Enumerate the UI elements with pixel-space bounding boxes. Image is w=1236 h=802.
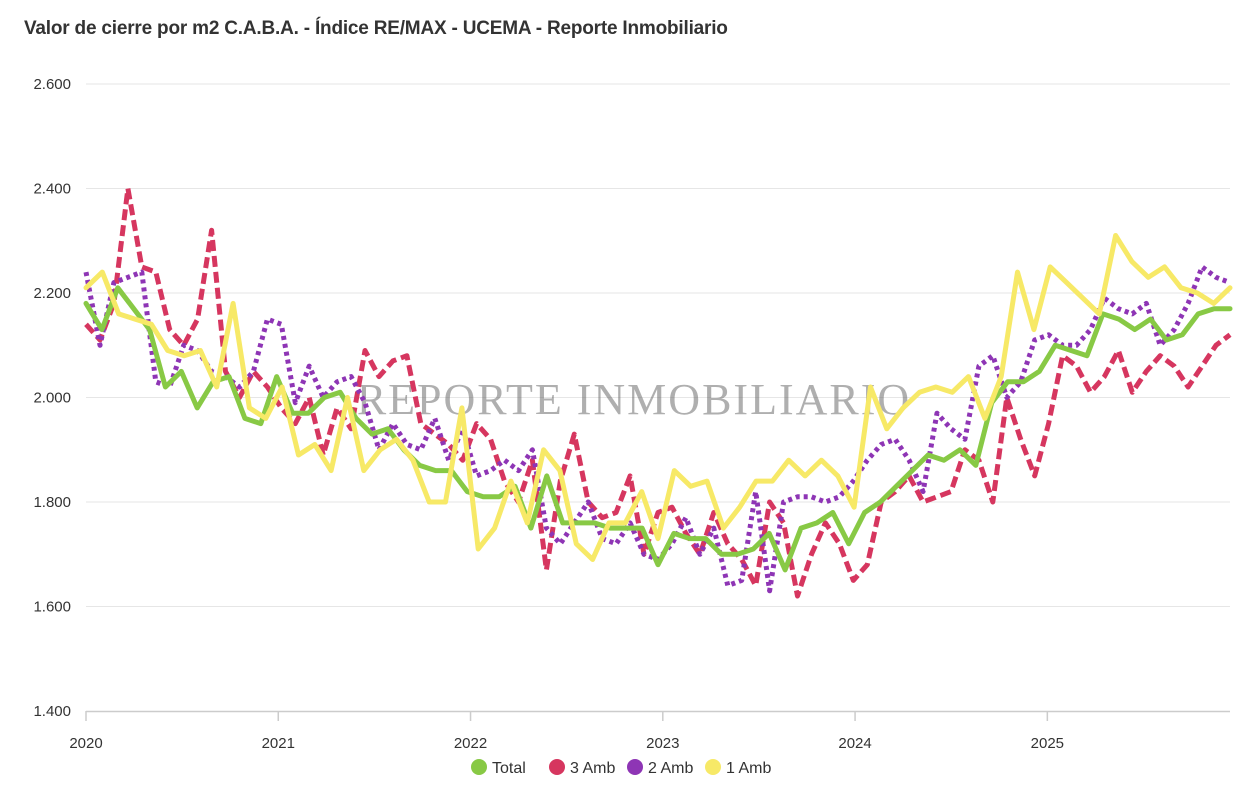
legend-marker [627,759,643,775]
y-tick-label: 2.000 [33,390,71,407]
y-axis-ticks: 1.400 1.600 1.800 2.000 2.200 2.400 2.600 [33,76,71,720]
legend-label: 2 Amb [648,760,693,777]
chart-title: Valor de cierre por m2 C.A.B.A. - Índice… [24,18,728,39]
x-tick-label: 2020 [69,735,102,752]
legend-label: 3 Amb [570,760,615,777]
legend-marker [705,759,721,775]
gridlines [86,83,1230,607]
legend-item-2-amb[interactable]: 2 Amb [627,759,693,777]
y-tick-label: 2.600 [33,76,71,93]
x-tick-label: 2025 [1031,735,1064,752]
legend-label: Total [492,760,526,777]
series-lines [83,186,1233,599]
series-line-2-amb[interactable] [83,264,1231,594]
watermark-text: REPORTE INMOBILIARIO [357,375,911,424]
legend[interactable]: Total 3 Amb 2 Amb 1 Amb [471,759,771,777]
legend-item-total[interactable]: Total [471,759,526,777]
y-tick-label: 1.400 [33,703,71,720]
series-line-total[interactable] [83,285,1233,573]
x-tick-label: 2021 [262,735,295,752]
legend-label: 1 Amb [726,760,771,777]
y-tick-label: 1.600 [33,599,71,616]
x-tick-label: 2024 [838,735,871,752]
y-tick-label: 2.400 [33,181,71,198]
legend-marker [471,759,487,775]
x-axis: 2020 2021 2022 2023 2024 2025 [69,710,1230,752]
legend-item-3-amb[interactable]: 3 Amb [549,759,615,777]
y-tick-label: 1.800 [33,494,71,511]
x-tick-label: 2023 [646,735,679,752]
series-line-1-amb[interactable] [83,233,1233,562]
x-tick-label: 2022 [454,735,487,752]
legend-marker [549,759,565,775]
y-tick-label: 2.200 [33,285,71,302]
legend-item-1-amb[interactable]: 1 Amb [705,759,771,777]
